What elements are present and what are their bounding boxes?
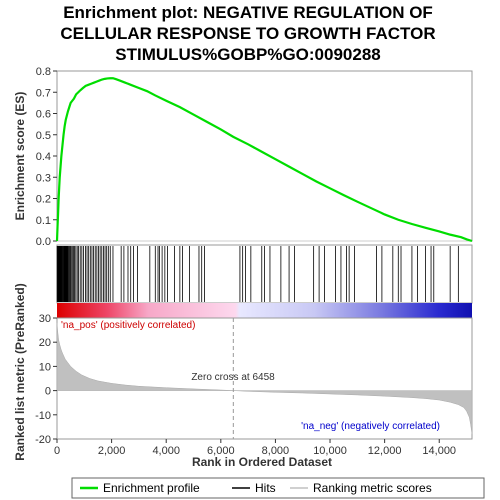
rank-color-bar bbox=[57, 303, 472, 318]
ranked-ylabel: Ranked list metric (PreRanked) bbox=[13, 283, 27, 460]
es-curve bbox=[55, 77, 473, 243]
ranked-panel: -20 -10 0 10 20 30 'na_pos' (positively corre… bbox=[13, 283, 473, 461]
es-ytick-label: 0.2 bbox=[36, 194, 51, 206]
ranked-ytick-label: -20 bbox=[35, 434, 51, 446]
ranked-yticks: -20 -10 0 10 20 30 bbox=[35, 313, 57, 446]
ranked-ytick-label: 30 bbox=[39, 313, 51, 325]
es-panel: 0.0 0.1 0.2 0.3 0.4 0.5 0.6 0.7 0.8 Enrichment s… bbox=[13, 66, 473, 248]
x-tick-label: 12,000 bbox=[368, 445, 402, 457]
chart-title-line-1: Enrichment plot: NEGATIVE REGULATION OF bbox=[63, 3, 433, 22]
x-tick-label: 6,000 bbox=[207, 445, 235, 457]
ranked-ytick-label: -10 bbox=[35, 410, 51, 422]
es-ytick-label: 0.5 bbox=[36, 130, 51, 142]
x-axis-ticks: 0 2,000 4,000 6,000 8,000 10,000 12,000 14,000 bbox=[54, 439, 456, 457]
es-yticks: 0.0 0.1 0.2 0.3 0.4 0.5 0.6 0.7 0.8 bbox=[36, 66, 57, 248]
x-tick-label: 2,000 bbox=[98, 445, 126, 457]
x-axis-label: Rank in Ordered Dataset bbox=[192, 455, 332, 469]
ranked-ytick-label: 10 bbox=[39, 361, 51, 373]
x-tick-label: 0 bbox=[54, 445, 60, 457]
ranked-ytick-label: 0 bbox=[45, 386, 51, 398]
ranked-panel-frame bbox=[56, 317, 473, 440]
es-panel-frame bbox=[56, 70, 473, 242]
legend: Enrichment profile Hits Ranking metric s… bbox=[71, 477, 485, 499]
x-tick-label: 14,000 bbox=[422, 445, 456, 457]
pos-correlated-label: 'na_pos' (positively correlated) bbox=[61, 320, 195, 331]
es-ytick-label: 0.4 bbox=[36, 151, 51, 163]
es-ylabel: Enrichment score (ES) bbox=[13, 92, 27, 221]
x-tick-label: 10,000 bbox=[313, 445, 347, 457]
legend-ranking-label: Ranking metric scores bbox=[313, 481, 432, 495]
ranked-metric-area bbox=[56, 322, 473, 435]
chart-title-line-3: STIMULUS%GOBP%GO:0090288 bbox=[115, 45, 380, 64]
es-ytick-label: 0.8 bbox=[36, 66, 51, 78]
es-ytick-label: 0.0 bbox=[36, 236, 51, 248]
neg-correlated-label: 'na_neg' (negatively correlated) bbox=[301, 421, 440, 432]
chart-title-line-2: CELLULAR RESPONSE TO GROWTH FACTOR bbox=[60, 24, 435, 43]
hit-lines bbox=[56, 246, 459, 302]
x-tick-label: 8,000 bbox=[262, 445, 290, 457]
es-ytick-label: 0.7 bbox=[36, 87, 51, 99]
legend-frame bbox=[71, 477, 485, 499]
ranked-ytick-label: 20 bbox=[39, 337, 51, 349]
x-tick-label: 4,000 bbox=[152, 445, 180, 457]
es-ytick-label: 0.3 bbox=[36, 172, 51, 184]
legend-enrichment-label: Enrichment profile bbox=[103, 481, 200, 495]
legend-hits-label: Hits bbox=[255, 481, 276, 495]
es-ytick-label: 0.1 bbox=[36, 215, 51, 227]
es-ytick-label: 0.6 bbox=[36, 109, 51, 121]
hits-panel bbox=[56, 244, 473, 304]
zero-cross-label: Zero cross at 6458 bbox=[191, 372, 275, 383]
